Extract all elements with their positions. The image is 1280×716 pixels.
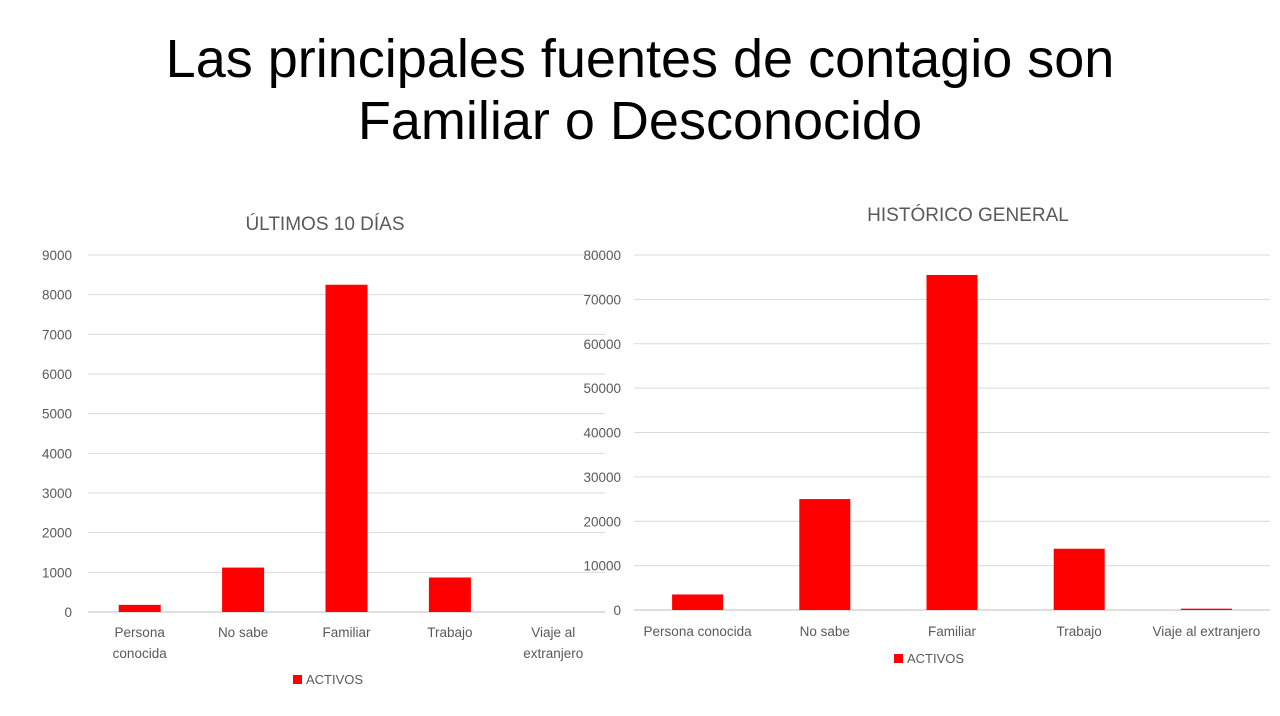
left-bar xyxy=(428,577,471,612)
right-y-tick-label: 0 xyxy=(613,603,621,618)
left-y-tick-label: 4000 xyxy=(42,446,72,461)
left-legend-label: ACTIVOS xyxy=(306,672,363,687)
left-y-tick-label: 8000 xyxy=(42,288,72,303)
right-bar xyxy=(672,594,724,610)
left-bar xyxy=(222,567,265,612)
right-legend-label: ACTIVOS xyxy=(907,651,964,666)
right-bar xyxy=(926,274,978,610)
right-legend-swatch xyxy=(894,654,903,663)
left-category-label: Persona conocida xyxy=(113,625,168,661)
left-category-label: No sabe xyxy=(218,625,268,640)
right-chart-title: HISTÓRICO GENERAL xyxy=(867,204,1069,226)
right-y-tick-label: 20000 xyxy=(583,514,621,529)
left-y-tick-label: 2000 xyxy=(42,526,72,541)
left-bar xyxy=(325,284,368,612)
right-y-tick-label: 50000 xyxy=(583,381,621,396)
left-y-tick-label: 7000 xyxy=(42,327,72,342)
left-y-tick-label: 6000 xyxy=(42,367,72,382)
left-category-label: Trabajo xyxy=(427,625,472,640)
right-category-label: Trabajo xyxy=(1057,624,1102,639)
left-legend-swatch xyxy=(293,675,302,684)
left-y-tick-label: 9000 xyxy=(42,248,72,263)
slide-title-line-1: Las principales fuentes de contagio son xyxy=(165,29,1115,89)
right-y-tick-label: 30000 xyxy=(583,470,621,485)
left-category-label: Familiar xyxy=(322,625,371,640)
right-y-tick-label: 70000 xyxy=(583,292,621,307)
left-bar xyxy=(118,604,161,612)
left-chart-title: ÚLTIMOS 10 DÍAS xyxy=(245,213,404,235)
right-category-label: Viaje al extranjero xyxy=(1152,624,1260,639)
right-y-tick-label: 80000 xyxy=(583,248,621,263)
right-y-tick-label: 40000 xyxy=(583,426,621,441)
right-category-label: No sabe xyxy=(800,624,850,639)
left-category-label: Viaje al extranjero xyxy=(523,625,583,661)
right-bar xyxy=(799,499,851,610)
right-y-tick-label: 60000 xyxy=(583,337,621,352)
slide-title-line-2: Familiar o Desconocido xyxy=(357,91,923,151)
right-bar xyxy=(1180,608,1232,610)
right-category-label: Persona conocida xyxy=(644,624,753,639)
left-y-tick-label: 3000 xyxy=(42,486,72,501)
right-bar xyxy=(1053,548,1105,610)
right-y-tick-label: 10000 xyxy=(583,559,621,574)
slide-title: Las principales fuentes de contagio son … xyxy=(0,28,1280,152)
left-y-tick-label: 1000 xyxy=(42,565,72,580)
left-y-tick-label: 0 xyxy=(64,605,72,620)
left-y-tick-label: 5000 xyxy=(42,407,72,422)
right-category-label: Familiar xyxy=(928,624,977,639)
